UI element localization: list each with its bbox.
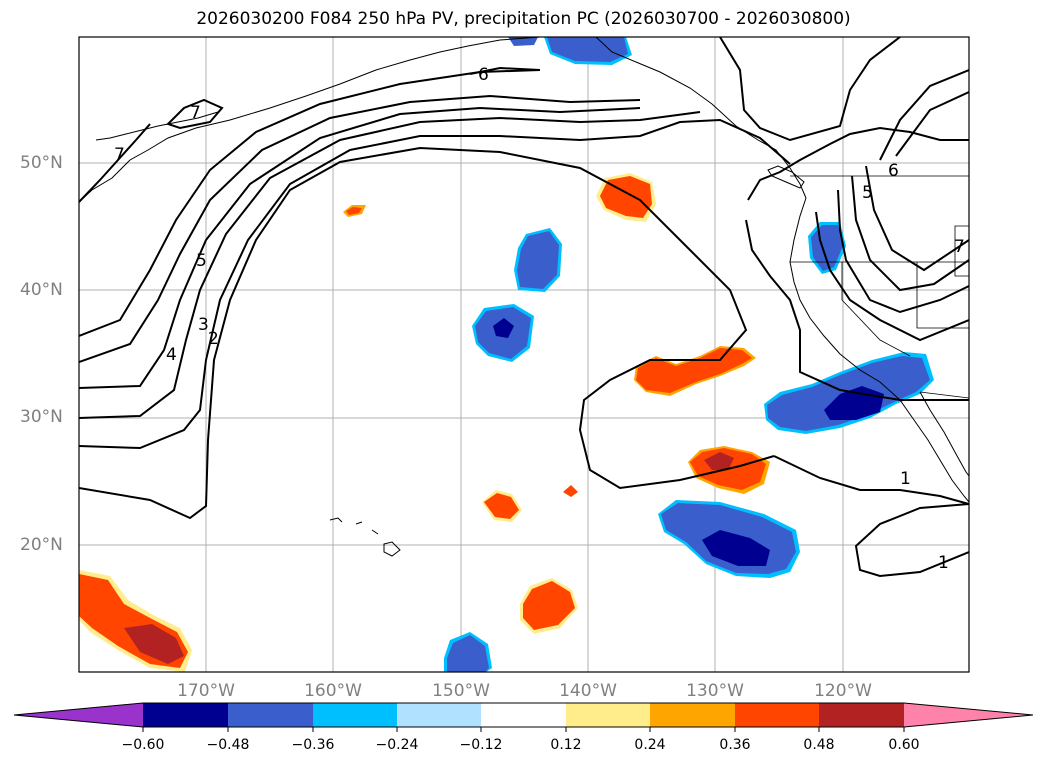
colorbar-tick-label: 0.60 [888, 737, 920, 753]
precip-area-neg [547, 37, 628, 62]
pv-contour-trough-2 [851, 175, 969, 292]
contour-label: 7 [954, 237, 965, 257]
us-mexico-border [919, 391, 969, 399]
colorbar-tick-label: 0.36 [719, 737, 751, 753]
pv-contour-6 [79, 69, 541, 337]
pv-contour-2 [79, 146, 775, 520]
lon-label-120w: 120°W [814, 681, 872, 701]
figure-title: 2026030200 F084 250 hPa PV, precipitatio… [196, 9, 851, 29]
pv-contour-trough-4 [879, 69, 969, 161]
colorbar-tick-label: 0.24 [634, 737, 666, 753]
hawaii-islands [329, 517, 401, 557]
contour-labels: 6 7 7 5 3 4 2 5 6 7 1 1 [114, 65, 965, 573]
lat-label-50n: 50°N [20, 153, 63, 173]
contour-label: 7 [114, 145, 125, 165]
pv-contour-4b [79, 106, 641, 389]
pv-contour-4 [79, 111, 701, 419]
precip-area-neg [517, 231, 559, 289]
map-frame [78, 36, 970, 673]
pv-contour-1-south [854, 503, 969, 578]
precip-area-pos [523, 581, 575, 630]
pv-contour-ridge-outer [745, 219, 969, 401]
state-boundary [916, 262, 969, 329]
coastlines [79, 37, 969, 557]
contour-label: 1 [900, 469, 911, 489]
pv-contour-trough-1 [837, 189, 969, 314]
lat-label-40n: 40°N [20, 280, 63, 300]
pv-contour-east-loop [747, 126, 969, 201]
lon-label-150w: 150°W [432, 681, 490, 701]
colorbar-tick-label: −0.36 [291, 737, 335, 753]
pv-contour-ridge-mid [815, 211, 969, 342]
precip-area-pos [346, 207, 362, 215]
colorbar-tick-label: −0.24 [375, 737, 419, 753]
lon-label-160w: 160°W [304, 681, 362, 701]
lon-label-140w: 140°W [559, 681, 617, 701]
lon-label-130w: 130°W [686, 681, 744, 701]
precip-negative-areas [444, 37, 934, 672]
alaska-panhandle-coastline [595, 37, 807, 199]
pv-contour-north-alaska [719, 37, 901, 142]
lat-label-30n: 30°N [20, 407, 63, 427]
state-boundary [954, 225, 969, 277]
precip-area-pos [484, 493, 519, 519]
pv-contour-1-east [773, 455, 969, 505]
pv-contour-7-west [79, 123, 151, 203]
pv-contour-5 [79, 94, 641, 363]
contour-label: 5 [196, 251, 207, 271]
contour-label: 5 [862, 183, 873, 203]
precip-area-pos [636, 348, 752, 393]
west-coast-coastline [789, 197, 969, 503]
lon-label-170w: 170°W [177, 681, 235, 701]
colorbar-tick-label: −0.12 [459, 737, 503, 753]
pv-contour-6-north [469, 66, 541, 75]
colorbar-tick-label: −0.48 [206, 737, 250, 753]
contour-label: 7 [190, 103, 201, 123]
graticule [79, 37, 969, 672]
lat-label-20n: 20°N [20, 535, 63, 555]
pv-contour-trough-3 [865, 165, 969, 272]
colorbar-tick-label: 0.48 [803, 737, 835, 753]
colorbar-tick-label: −0.60 [121, 737, 165, 753]
vancouver-island [767, 165, 805, 189]
colorbar-tick-label: 0.12 [550, 737, 582, 753]
pv-contours [79, 37, 969, 578]
precip-area-neg [702, 530, 770, 566]
alaska-coastline [79, 37, 541, 203]
precip-area-neg [447, 635, 489, 672]
contour-label: 4 [166, 345, 177, 365]
precip-area-pos [563, 485, 578, 497]
pv-contour-7-loop [166, 98, 224, 130]
precip-area-pos [124, 624, 184, 664]
contour-label: 2 [208, 329, 219, 349]
contour-label: 3 [198, 315, 209, 335]
pv-contour-trough-5 [895, 91, 969, 157]
precip-area-pos [704, 452, 734, 470]
precip-positive-areas [79, 173, 770, 672]
pv-contour-3 [79, 118, 791, 450]
contour-label: 6 [478, 65, 489, 85]
contour-label: 6 [888, 161, 899, 181]
precip-area-neg [493, 318, 514, 338]
state-boundary [841, 262, 911, 357]
baja-gulf-coastline [919, 391, 969, 477]
aleutian-islands [95, 111, 219, 141]
contour-label: 1 [938, 553, 949, 573]
